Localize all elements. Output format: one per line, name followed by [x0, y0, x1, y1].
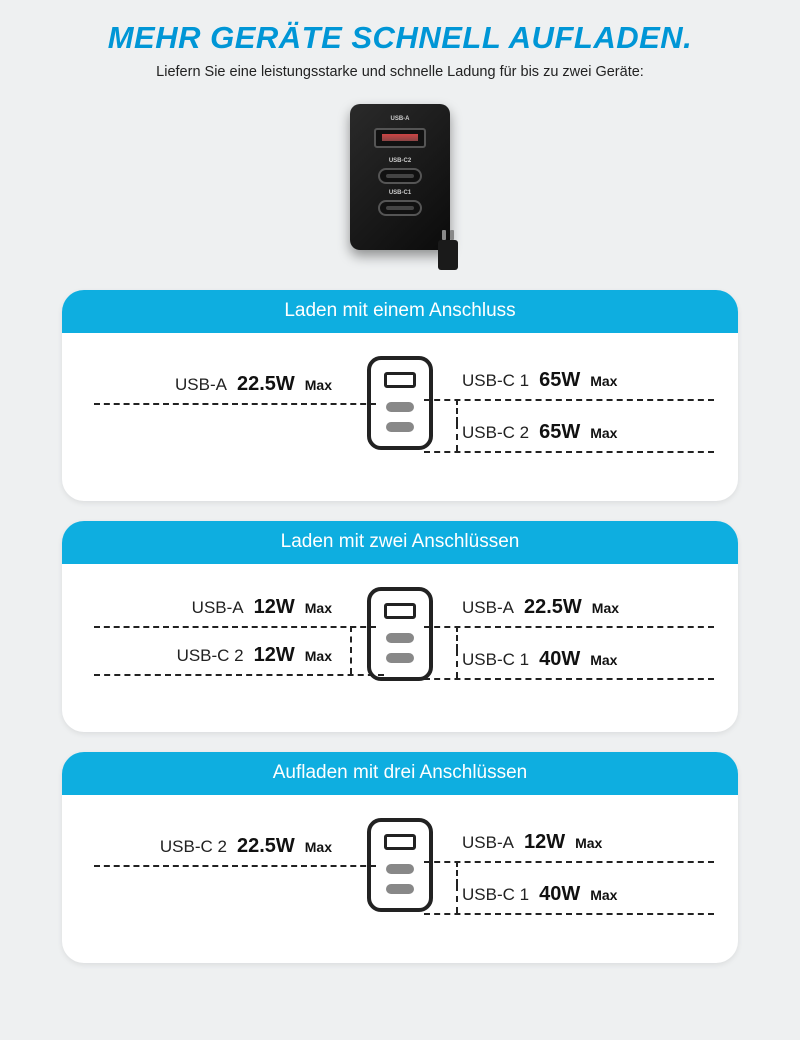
panel-body: USB-C 2 22.5W Max USB-A 12W Max USB-C 1 …: [62, 795, 738, 935]
connector-line-icon: [456, 861, 458, 885]
charger-label-usb-c1: USB-C1: [350, 190, 450, 196]
port-usb-a-icon: [384, 372, 416, 388]
connector-line-icon: [456, 650, 458, 678]
connector-line-icon: [94, 865, 376, 867]
connector-line-icon: [94, 403, 376, 405]
panel-title: Laden mit einem Anschluss: [62, 290, 738, 333]
watt-value: 12W: [254, 644, 295, 667]
port-label: USB-C 1: [462, 650, 529, 670]
subtitle: Liefern Sie eine leistungsstarke und sch…: [0, 64, 800, 80]
port-label: USB-A: [462, 598, 514, 618]
spec-row: USB-A 22.5W Max: [462, 596, 619, 619]
port-label: USB-C 2: [462, 423, 529, 443]
panel-two-port: Laden mit zwei Anschlüssen USB-A 12W Max…: [62, 521, 738, 732]
watt-value: 22.5W: [524, 596, 582, 619]
device-diagram-icon: [367, 587, 433, 681]
connector-line-icon: [424, 626, 714, 628]
charger-port-usb-a-icon: [374, 128, 426, 148]
charger-port-usb-c2-icon: [378, 168, 422, 184]
connector-line-icon: [456, 885, 458, 913]
spec-row: USB-C 1 65W Max: [462, 369, 617, 392]
max-label: Max: [575, 835, 602, 851]
panel-single-port: Laden mit einem Anschluss USB-A 22.5W Ma…: [62, 290, 738, 501]
device-diagram-icon: [367, 818, 433, 912]
headline: MEHR GERÄTE SCHNELL AUFLADEN.: [0, 20, 800, 56]
watt-value: 40W: [539, 648, 580, 671]
port-label: USB-C 1: [462, 885, 529, 905]
max-label: Max: [305, 377, 332, 393]
watt-value: 65W: [539, 369, 580, 392]
port-label: USB-A: [175, 375, 227, 395]
max-label: Max: [305, 648, 332, 664]
charger-label-usb-a: USB-A: [350, 116, 450, 122]
port-label: USB-A: [462, 833, 514, 853]
port-usb-c-icon: [386, 422, 414, 432]
charger-label-usb-c2: USB-C2: [350, 158, 450, 164]
watt-value: 12W: [524, 831, 565, 854]
max-label: Max: [590, 887, 617, 903]
max-label: Max: [590, 652, 617, 668]
port-label: USB-A: [192, 598, 244, 618]
connector-line-icon: [424, 913, 714, 915]
port-usb-c-icon: [386, 884, 414, 894]
port-label: USB-C 2: [177, 646, 244, 666]
max-label: Max: [305, 839, 332, 855]
watt-value: 12W: [254, 596, 295, 619]
port-label: USB-C 1: [462, 371, 529, 391]
max-label: Max: [590, 373, 617, 389]
port-usb-c-icon: [386, 402, 414, 412]
connector-line-icon: [350, 626, 352, 674]
spec-row: USB-C 1 40W Max: [462, 648, 617, 671]
spec-row: USB-C 2 12W Max: [92, 644, 332, 667]
spec-row: USB-A 22.5W Max: [82, 373, 332, 396]
port-usb-a-icon: [384, 834, 416, 850]
device-diagram-icon: [367, 356, 433, 450]
charger-product-image: USB-A USB-C2 USB-C1: [340, 100, 460, 270]
panel-three-port: Aufladen mit drei Anschlüssen USB-C 2 22…: [62, 752, 738, 963]
connector-line-icon: [456, 423, 458, 451]
connector-line-icon: [456, 399, 458, 423]
connector-line-icon: [424, 399, 714, 401]
connector-line-icon: [424, 451, 714, 453]
max-label: Max: [590, 425, 617, 441]
spec-row: USB-C 2 65W Max: [462, 421, 617, 444]
connector-line-icon: [94, 626, 376, 628]
watt-value: 65W: [539, 421, 580, 444]
watt-value: 40W: [539, 883, 580, 906]
port-usb-c-icon: [386, 653, 414, 663]
port-usb-a-icon: [384, 603, 416, 619]
panel-title: Laden mit zwei Anschlüssen: [62, 521, 738, 564]
max-label: Max: [305, 600, 332, 616]
connector-line-icon: [456, 626, 458, 650]
connector-line-icon: [424, 678, 714, 680]
connector-line-icon: [424, 861, 714, 863]
panel-body: USB-A 12W Max USB-C 2 12W Max USB-A 22.5…: [62, 564, 738, 704]
spec-row: USB-C 2 22.5W Max: [82, 835, 332, 858]
watt-value: 22.5W: [237, 373, 295, 396]
port-label: USB-C 2: [160, 837, 227, 857]
max-label: Max: [592, 600, 619, 616]
connector-line-icon: [94, 674, 384, 676]
charger-plug-icon: [438, 240, 458, 270]
port-usb-c-icon: [386, 633, 414, 643]
port-usb-c-icon: [386, 864, 414, 874]
charger-port-usb-c1-icon: [378, 200, 422, 216]
spec-row: USB-A 12W Max: [112, 596, 332, 619]
page: MEHR GERÄTE SCHNELL AUFLADEN. Liefern Si…: [0, 0, 800, 963]
spec-row: USB-A 12W Max: [462, 831, 602, 854]
watt-value: 22.5W: [237, 835, 295, 858]
charger-body: USB-A USB-C2 USB-C1: [350, 104, 450, 250]
panel-body: USB-A 22.5W Max USB-C 1 65W Max USB-C 2 …: [62, 333, 738, 473]
panel-title: Aufladen mit drei Anschlüssen: [62, 752, 738, 795]
spec-row: USB-C 1 40W Max: [462, 883, 617, 906]
